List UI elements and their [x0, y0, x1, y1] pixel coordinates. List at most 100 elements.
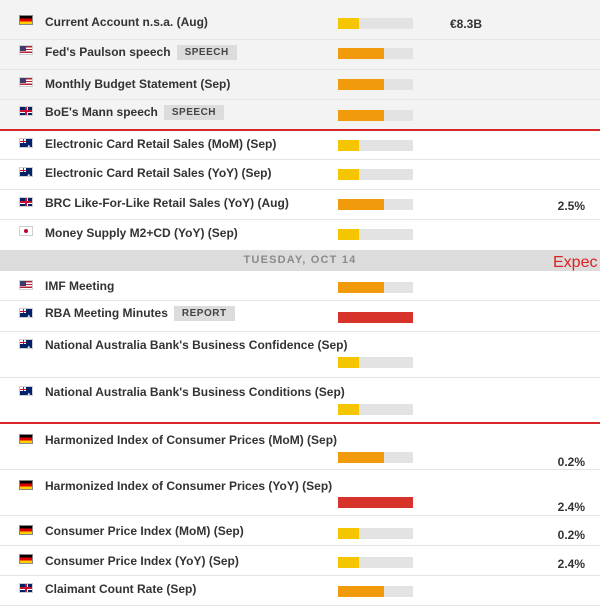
impact-fill: [338, 357, 359, 368]
event-name[interactable]: Fed's Paulson speech SPEECH: [45, 45, 237, 60]
impact-fill: [338, 557, 359, 568]
event-row[interactable]: Consumer Price Index (MoM) (Sep) 0.2%: [0, 516, 600, 546]
impact-bar: [338, 586, 413, 597]
impact-fill: [338, 48, 384, 59]
impact-fill: [338, 452, 384, 463]
australia-flag-icon: [19, 138, 33, 150]
previous-value: 0.2%: [557, 455, 585, 469]
event-name[interactable]: Claimant Count Rate (Sep): [45, 582, 197, 596]
impact-bar: [338, 557, 413, 568]
impact-fill: [338, 18, 359, 29]
event-row[interactable]: Monthly Budget Statement (Sep): [0, 70, 600, 100]
event-name[interactable]: Monthly Budget Statement (Sep): [45, 77, 231, 91]
impact-bar: [338, 229, 413, 240]
uk-flag-icon: [19, 106, 33, 116]
usa-flag-icon: [19, 77, 33, 87]
overlay-annotation: Expec: [553, 254, 598, 271]
event-row[interactable]: Electronic Card Retail Sales (MoM) (Sep): [0, 131, 600, 160]
event-row[interactable]: Electronic Card Retail Sales (YoY) (Sep): [0, 160, 600, 190]
usa-flag-icon: [19, 280, 33, 290]
event-name[interactable]: National Australia Bank's Business Condi…: [45, 385, 345, 399]
event-name[interactable]: Consumer Price Index (YoY) (Sep): [45, 554, 239, 568]
impact-fill: [338, 199, 384, 210]
event-name[interactable]: National Australia Bank's Business Confi…: [45, 338, 348, 352]
impact-bar: [338, 497, 413, 508]
event-name[interactable]: IMF Meeting: [45, 279, 115, 293]
event-row[interactable]: Money Supply M2+CD (YoY) (Sep): [0, 220, 600, 250]
impact-fill: [338, 79, 384, 90]
previous-value: 2.5%: [557, 199, 585, 213]
australia-flag-icon: [19, 386, 33, 398]
impact-bar: [338, 18, 413, 29]
event-row[interactable]: Current Account n.s.a. (Aug) €8.3B: [0, 0, 600, 40]
japan-flag-icon: [19, 226, 33, 236]
event-name-text: BoE's Mann speech: [45, 105, 158, 119]
australia-flag-icon: [19, 308, 33, 320]
event-row[interactable]: IMF Meeting: [0, 271, 600, 301]
impact-bar: [338, 140, 413, 151]
germany-flag-icon: [19, 554, 33, 564]
event-name-text: RBA Meeting Minutes: [45, 306, 168, 320]
speech-tag[interactable]: SPEECH: [163, 105, 225, 120]
impact-fill: [338, 312, 413, 323]
date-label: TUESDAY, OCT 14: [243, 254, 357, 266]
event-row[interactable]: National Australia Bank's Business Condi…: [0, 378, 600, 424]
date-header: TUESDAY, OCT 14 Expec: [0, 250, 600, 271]
impact-bar: [338, 110, 413, 121]
event-row[interactable]: Fed's Paulson speech SPEECH: [0, 40, 600, 70]
impact-bar: [338, 282, 413, 293]
impact-fill: [338, 586, 384, 597]
event-row[interactable]: BoE's Mann speech SPEECH: [0, 100, 600, 131]
event-name[interactable]: Electronic Card Retail Sales (MoM) (Sep): [45, 137, 277, 151]
impact-bar: [338, 199, 413, 210]
event-name[interactable]: Harmonized Index of Consumer Prices (YoY…: [45, 479, 333, 493]
event-name[interactable]: BoE's Mann speech SPEECH: [45, 105, 225, 120]
uk-flag-icon: [19, 197, 33, 207]
event-row[interactable]: BRC Like-For-Like Retail Sales (YoY) (Au…: [0, 190, 600, 220]
event-row[interactable]: Claimant Count Rate (Sep): [0, 576, 600, 606]
impact-fill: [338, 497, 413, 508]
event-name[interactable]: Harmonized Index of Consumer Prices (MoM…: [45, 433, 338, 447]
actual-value: €8.3B: [450, 17, 483, 31]
event-row[interactable]: RBA Meeting Minutes REPORT: [0, 301, 600, 332]
impact-fill: [338, 528, 359, 539]
impact-bar: [338, 79, 413, 90]
previous-value: 2.4%: [557, 557, 585, 571]
impact-bar: [338, 169, 413, 180]
event-row[interactable]: National Australia Bank's Business Confi…: [0, 332, 600, 378]
germany-flag-icon: [19, 434, 33, 444]
event-name[interactable]: Current Account n.s.a. (Aug): [45, 15, 208, 29]
event-name[interactable]: BRC Like-For-Like Retail Sales (YoY) (Au…: [45, 196, 289, 210]
event-name[interactable]: Electronic Card Retail Sales (YoY) (Sep): [45, 166, 272, 180]
previous-value: 2.4%: [557, 500, 585, 514]
impact-fill: [338, 110, 384, 121]
germany-flag-icon: [19, 480, 33, 490]
speech-tag[interactable]: SPEECH: [176, 45, 237, 60]
event-name[interactable]: Money Supply M2+CD (YoY) (Sep): [45, 226, 238, 240]
event-name-text: Fed's Paulson speech: [45, 45, 171, 59]
australia-flag-icon: [19, 339, 33, 351]
germany-flag-icon: [19, 525, 33, 535]
impact-bar: [338, 357, 413, 368]
impact-bar: [338, 452, 413, 463]
event-name[interactable]: RBA Meeting Minutes REPORT: [45, 306, 235, 321]
impact-fill: [338, 404, 359, 415]
germany-flag-icon: [19, 15, 33, 25]
usa-flag-icon: [19, 45, 33, 55]
impact-fill: [338, 140, 359, 151]
event-row[interactable]: Harmonized Index of Consumer Prices (YoY…: [0, 470, 600, 516]
impact-bar: [338, 48, 413, 59]
report-tag[interactable]: REPORT: [173, 306, 235, 321]
event-name[interactable]: Consumer Price Index (MoM) (Sep): [45, 524, 244, 538]
previous-value: 0.2%: [557, 528, 585, 542]
impact-fill: [338, 282, 384, 293]
impact-bar: [338, 404, 413, 415]
impact-bar: [338, 312, 413, 323]
uk-flag-icon: [19, 583, 33, 593]
event-row[interactable]: Harmonized Index of Consumer Prices (MoM…: [0, 424, 600, 470]
australia-flag-icon: [19, 167, 33, 179]
event-row[interactable]: Consumer Price Index (YoY) (Sep) 2.4%: [0, 546, 600, 576]
impact-fill: [338, 169, 359, 180]
impact-fill: [338, 229, 359, 240]
